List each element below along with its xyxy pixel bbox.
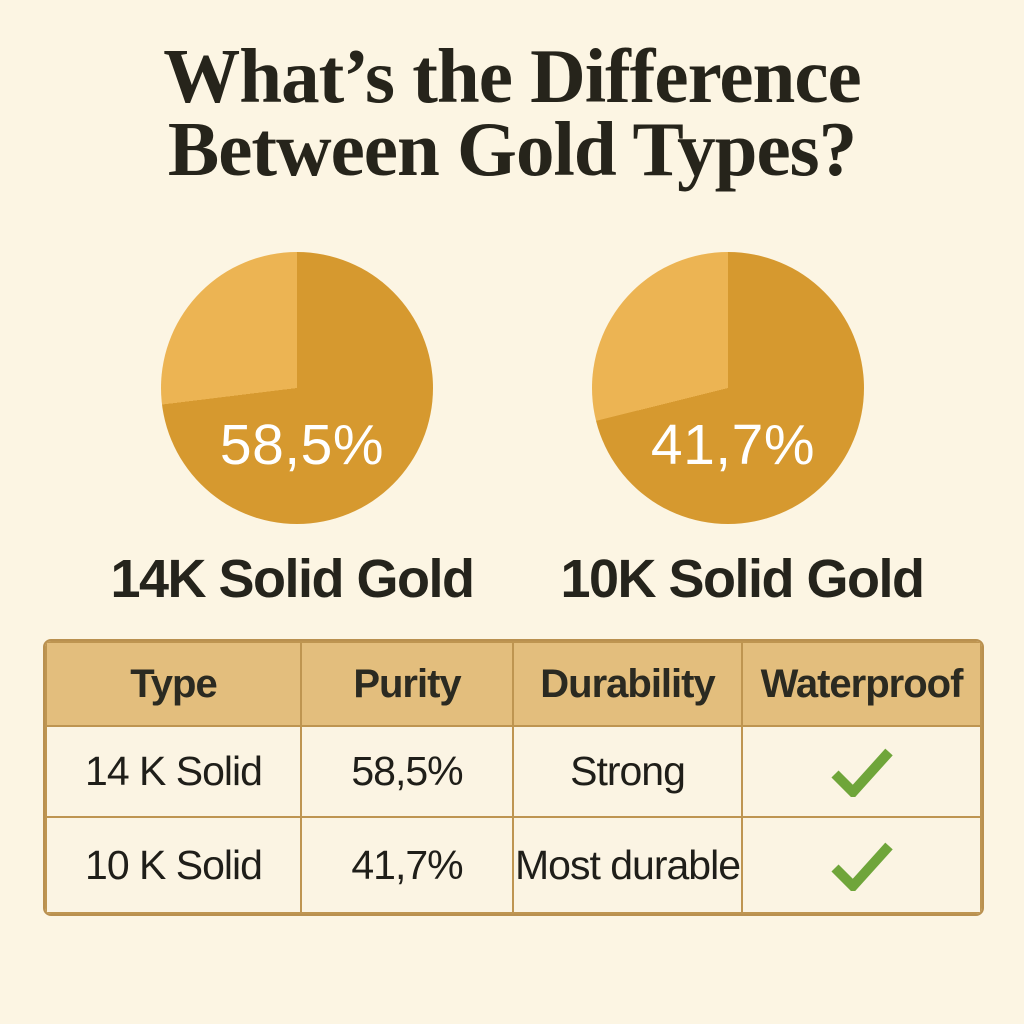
pie-chart-10k: 41,7%: [591, 252, 864, 524]
cell-purity-10k: 41,7%: [300, 816, 514, 914]
cell-type-10k: 10 K Solid: [45, 816, 302, 914]
pie-value-label-14k: 58,5%: [219, 413, 384, 478]
table-header-row: Type Purity Durability Waterproof: [45, 641, 982, 727]
cell-purity-14k: 58,5%: [300, 725, 514, 818]
cell-durability-14k: Strong: [512, 725, 743, 818]
page-title: What’s the Difference Between Gold Types…: [0, 33, 1024, 193]
table-row: 10 K Solid 41,7% Most durable: [45, 816, 982, 914]
checkmark-icon: [830, 748, 893, 798]
cell-waterproof-10k: [741, 816, 982, 914]
pie-caption-14k: 14K Solid Gold: [110, 549, 475, 609]
page-title-line1: What’s the Difference: [163, 33, 861, 119]
cell-waterproof-14k: [741, 725, 982, 818]
checkmark-icon: [830, 842, 893, 891]
page-title-line2: Between Gold Types?: [167, 106, 857, 193]
column-header-durability: Durability: [512, 641, 743, 727]
table-row: 14 K Solid 58,5% Strong: [45, 725, 982, 818]
comparison-table: Type Purity Durability Waterproof 14 K S…: [43, 639, 984, 916]
cell-type-14k: 14 K Solid: [45, 725, 302, 818]
cell-durability-10k: Most durable: [512, 816, 743, 914]
pie-value-label-10k: 41,7%: [650, 413, 815, 478]
pie-chart-14k: 58,5%: [160, 252, 433, 524]
column-header-waterproof: Waterproof: [741, 641, 982, 727]
column-header-purity: Purity: [300, 641, 514, 727]
pie-chart-row: 58,5% 41,7%: [0, 252, 1024, 524]
column-header-type: Type: [45, 641, 302, 727]
pie-caption-10k: 10K Solid Gold: [560, 549, 925, 609]
